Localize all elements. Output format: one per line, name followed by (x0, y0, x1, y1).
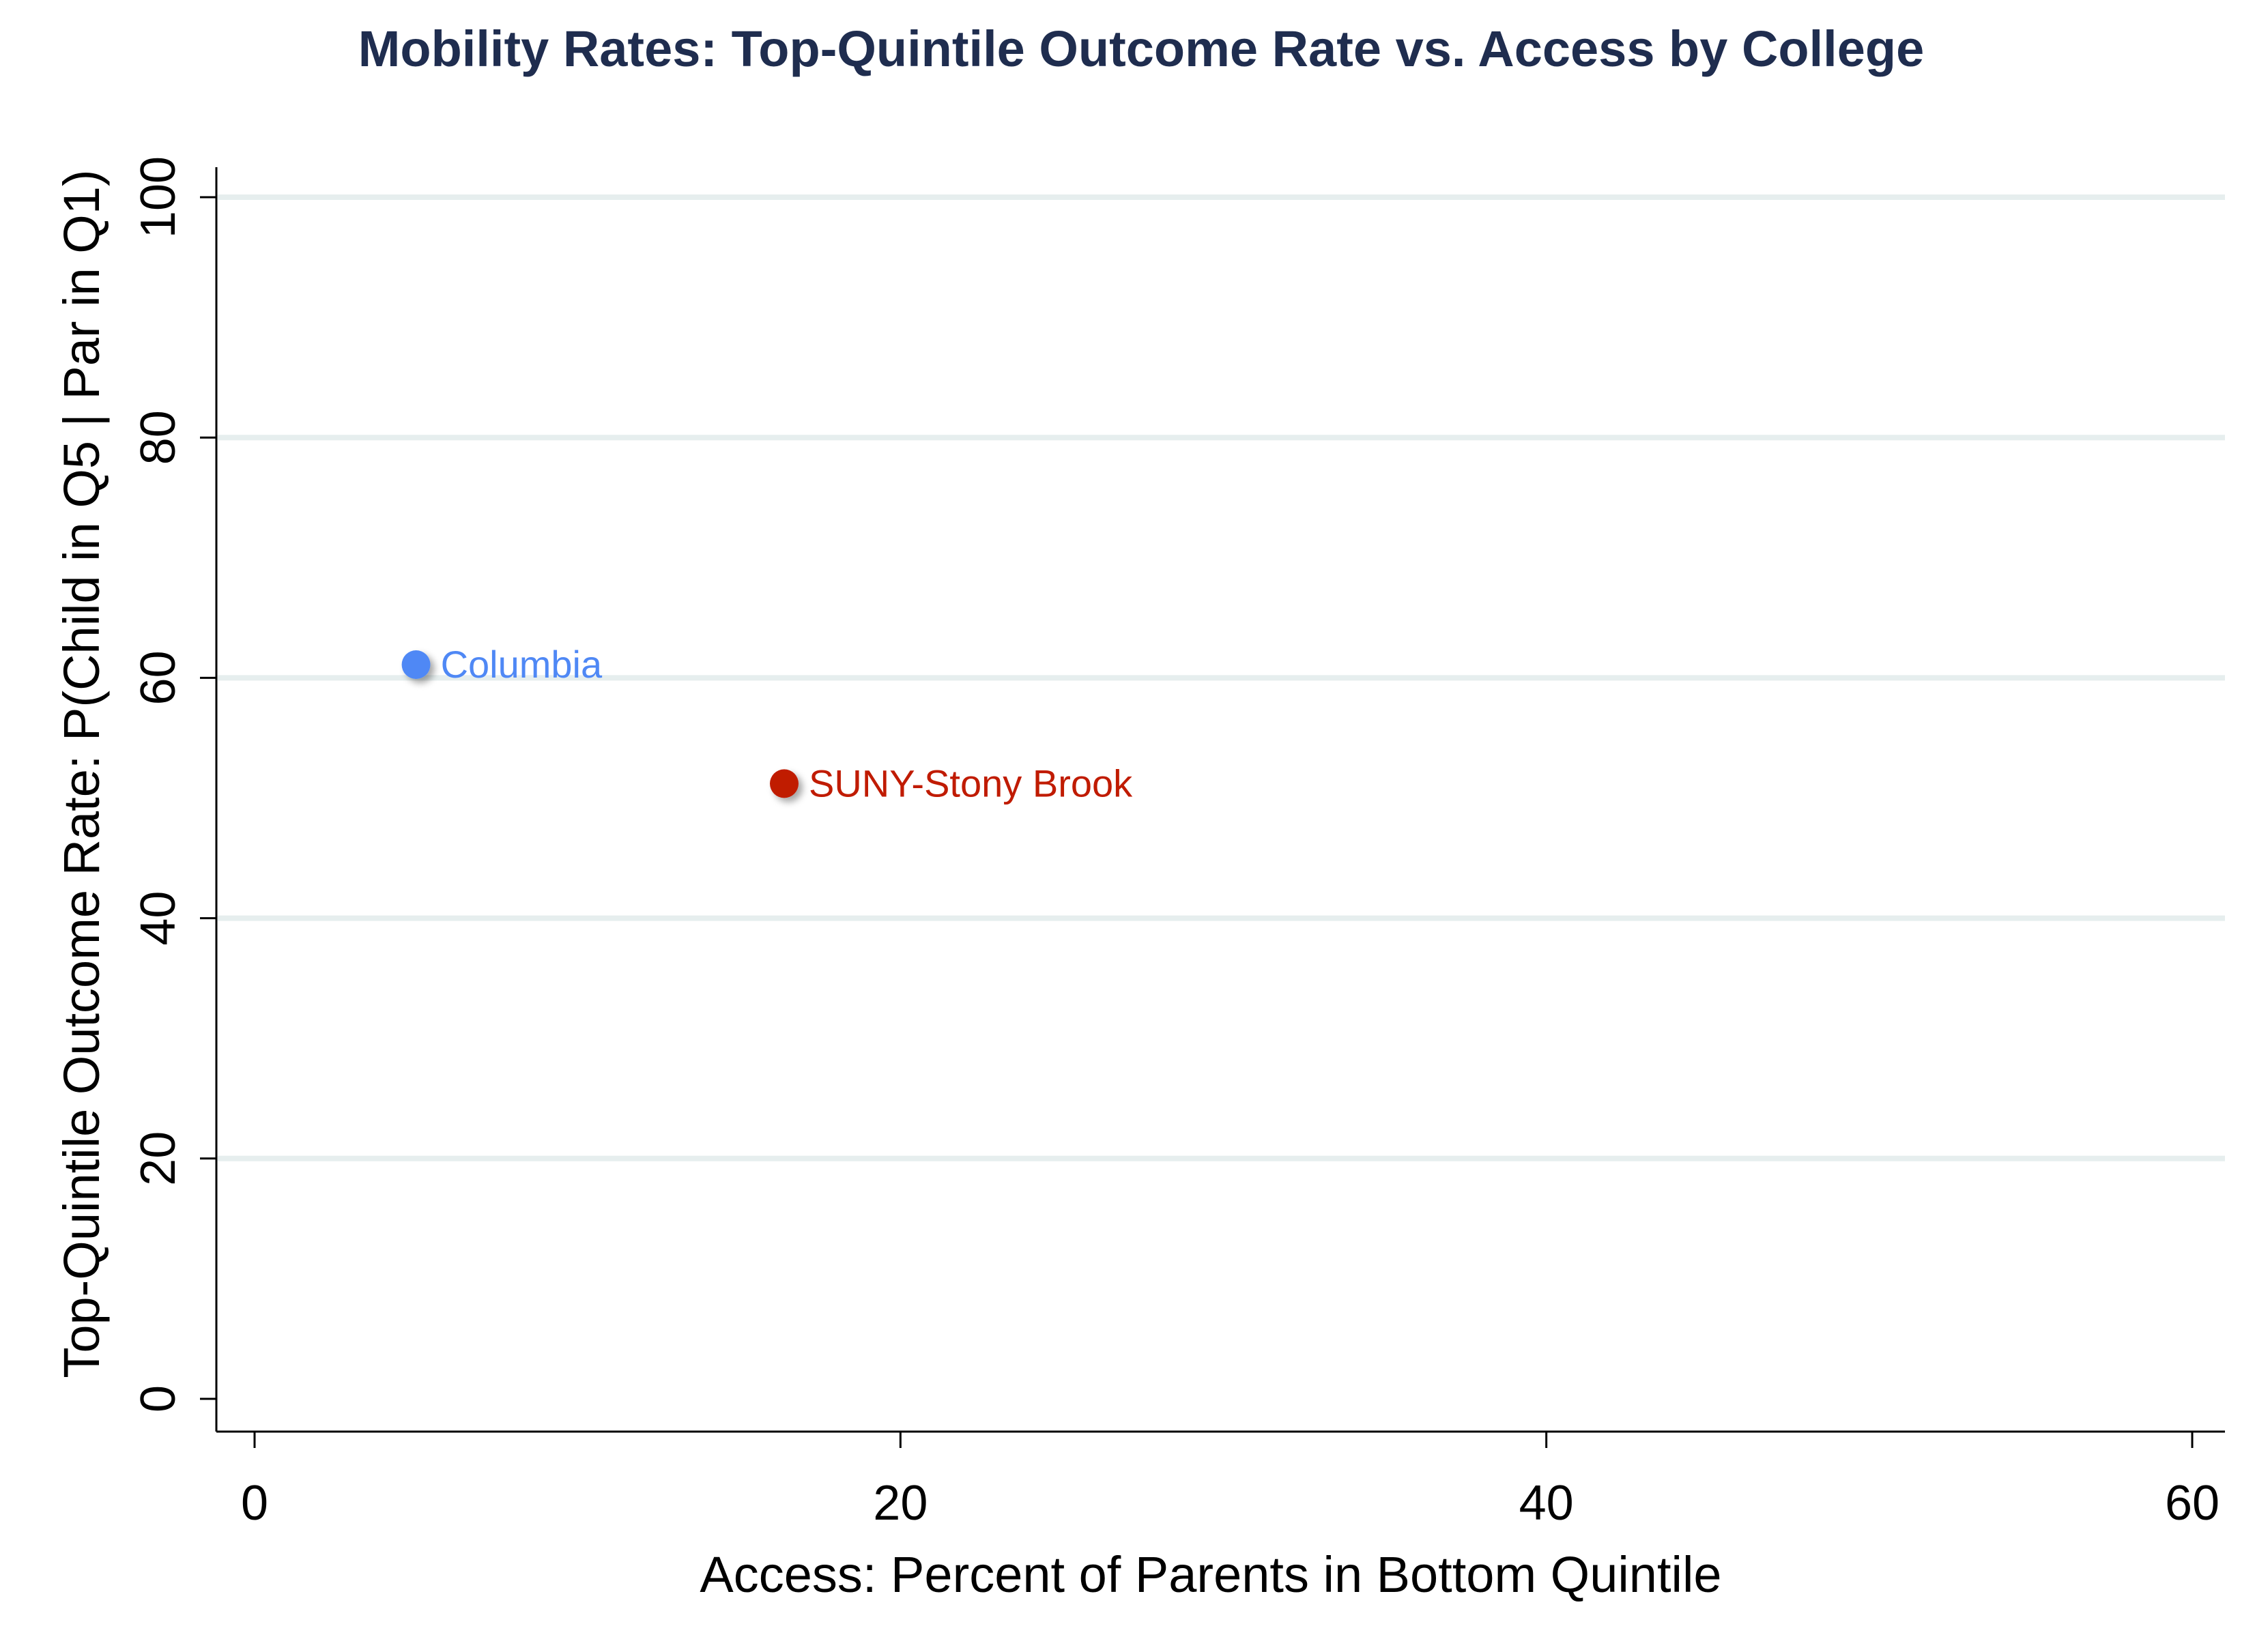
data-points: Columbia SUNY-Stony Brook (401, 643, 1133, 805)
x-tick-label-60: 60 (2165, 1476, 2220, 1531)
chart-title: Mobility Rates: Top-Quintile Outcome Rat… (358, 20, 1924, 77)
axes (215, 167, 2225, 1433)
x-axis-label: Access: Percent of Parents in Bottom Qui… (700, 1546, 1721, 1603)
y-tick-label-0: 0 (131, 1385, 186, 1412)
x-tick-label-20: 20 (873, 1476, 928, 1531)
y-tick-label-40: 40 (131, 891, 186, 946)
data-point-2 (769, 769, 799, 798)
x-tick-label-0: 0 (241, 1476, 268, 1531)
y-axis-ticks: 0 20 40 60 80 100 (131, 156, 216, 1412)
y-axis-label: Top-Quintile Outcome Rate: P(Child in Q5… (53, 169, 110, 1378)
y-tick-label-100: 100 (131, 156, 186, 238)
data-point-label-1: Columbia (441, 643, 603, 686)
y-tick-label-20: 20 (131, 1131, 186, 1186)
x-tick-label-40: 40 (1519, 1476, 1574, 1531)
gridlines (218, 194, 2225, 1161)
y-tick-label-60: 60 (131, 650, 186, 705)
x-axis-ticks: 0 20 40 60 (241, 1432, 2220, 1531)
data-point-label-2: SUNY-Stony Brook (809, 762, 1133, 805)
data-point-1 (401, 650, 431, 680)
y-tick-label-80: 80 (131, 410, 186, 465)
